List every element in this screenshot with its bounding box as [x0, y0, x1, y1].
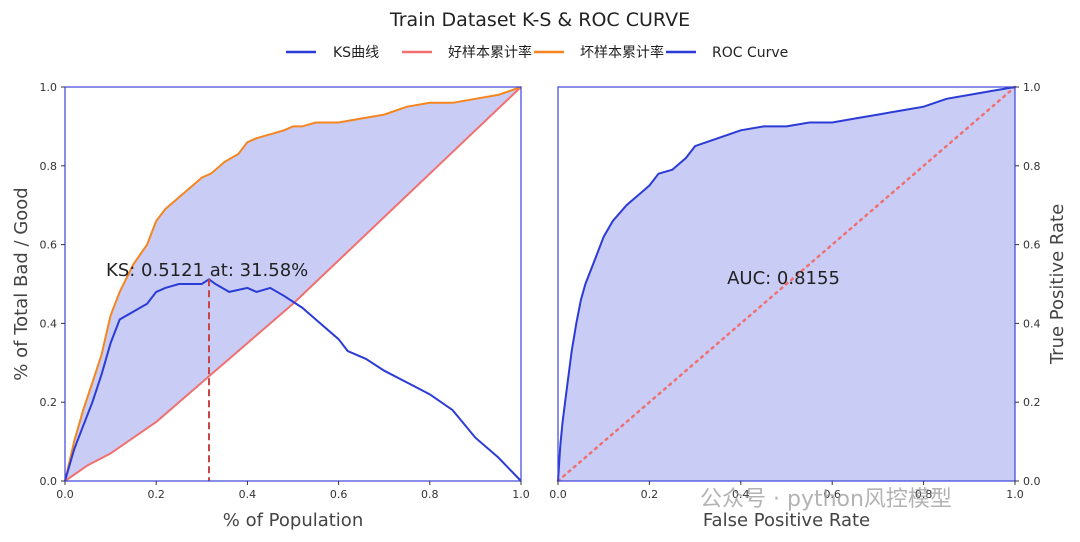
legend-label-good: 好样本累计率 — [448, 44, 532, 61]
x-tick-label: 0.0 — [56, 488, 74, 501]
y-axis-label: True Positive Rate — [1047, 204, 1068, 365]
legend-item-good: 好样本累计率 — [402, 44, 532, 61]
y-tick-label: 0.8 — [1023, 160, 1041, 173]
legend-label-bad: 坏样本累计率 — [580, 44, 664, 61]
x-tick-label: 1.0 — [1006, 488, 1024, 501]
x-tick-label: 0.0 — [549, 488, 567, 501]
legend-item-bad: 坏样本累计率 — [534, 44, 664, 61]
y-tick-label: 0.6 — [40, 239, 58, 252]
chart-title: Train Dataset K-S & ROC CURVE — [389, 9, 690, 31]
x-tick-label: 1.0 — [512, 488, 530, 501]
random-diagonal-line — [556, 85, 1017, 483]
ks-plot: KS: 0.5121 at: 31.58% 0.00.0 0.2 0.2 0.4 0.4 0… — [11, 81, 530, 531]
y-axis-label: % of Total Bad / Good — [11, 187, 32, 380]
roc-line — [557, 86, 1016, 482]
y-tick-label: 1.0 — [40, 81, 58, 94]
x-tick-label: 0.6 — [330, 488, 348, 501]
legend: KS曲线 好样本累计率 坏样本累计率 ROC Curve — [286, 44, 788, 61]
y-tick-label: 0.4 — [1023, 317, 1041, 330]
x-tick-label: 0.8 — [915, 488, 933, 501]
y-tick-label: 1.0 — [1023, 81, 1041, 94]
y-tick-label: 0.0 — [40, 475, 58, 488]
x-tick-label: 0.2 — [641, 488, 659, 501]
y-tick-label: 0.2 — [1023, 396, 1041, 409]
y-tick-label: 0.8 — [40, 160, 58, 173]
legend-label-roc: ROC Curve — [712, 45, 788, 61]
ks-plot-frame — [64, 86, 522, 482]
x-axis-label: % of Population — [223, 510, 363, 531]
bad-cumulative-line — [64, 86, 522, 482]
x-tick-label: 0.4 — [732, 488, 750, 501]
watermark: 公众号 · python风控模型 — [700, 487, 952, 512]
ks-line — [64, 278, 522, 482]
x-axis-label: False Positive Rate — [703, 510, 870, 531]
auc-annotation: AUC: 0.8155 — [727, 268, 840, 289]
ks-annotation: KS: 0.5121 at: 31.58% — [106, 260, 308, 281]
y-tick-label: 0.0 — [1023, 475, 1041, 488]
y-tick-label: 0.4 — [40, 317, 58, 330]
roc-plot-frame — [557, 86, 1016, 482]
roc-plot: AUC: 0.8155 0.0 0.0 0.2 0.2 0.4 0.4 0.6 0.6 0.8 0.… — [549, 81, 1068, 531]
y-tick-label: 0.6 — [1023, 239, 1041, 252]
ks-gap-area — [65, 87, 521, 481]
x-tick-label: 0.8 — [421, 488, 439, 501]
x-tick-label: 0.2 — [147, 488, 165, 501]
legend-item-ks: KS曲线 — [286, 45, 379, 61]
x-tick-label: 0.6 — [823, 488, 841, 501]
legend-item-roc: ROC Curve — [666, 45, 788, 61]
good-cumulative-line — [64, 86, 522, 482]
x-tick-label: 0.4 — [239, 488, 257, 501]
legend-label-ks: KS曲线 — [333, 45, 379, 61]
y-tick-label: 0.2 — [40, 396, 58, 409]
